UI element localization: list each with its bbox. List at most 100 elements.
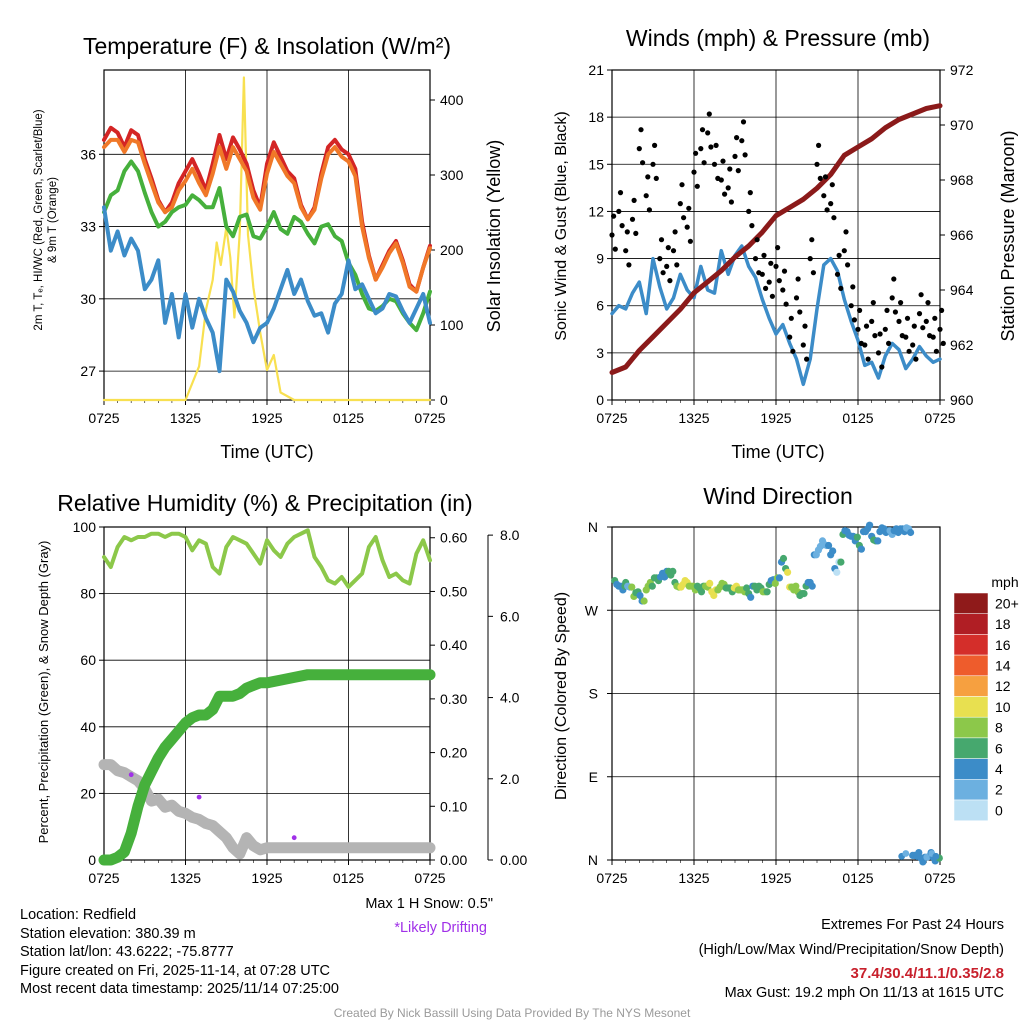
rh-precip-y2tick-label: 0.00 xyxy=(440,852,467,868)
gust-point xyxy=(802,323,808,329)
rh-ytick-label: 20 xyxy=(80,785,96,801)
gust-point xyxy=(679,182,685,188)
gust-point xyxy=(763,285,769,291)
rh-ytick-label: 40 xyxy=(80,719,96,735)
gust-point xyxy=(882,326,888,332)
winds-y2tick-label: 972 xyxy=(950,62,974,78)
snow-axis-label: 8.0 xyxy=(500,527,520,543)
wdir-ytick-label: W xyxy=(585,602,599,618)
gust-point xyxy=(665,245,671,251)
wdir-point xyxy=(874,537,882,545)
legend-label: 4 xyxy=(995,761,1003,777)
wdir-point xyxy=(833,568,841,576)
gust-point xyxy=(643,193,649,199)
rh-ytick-label: 60 xyxy=(80,652,96,668)
winds-ytick-label: 21 xyxy=(588,62,604,78)
winds-xtick-label: 0725 xyxy=(924,410,955,426)
wdir-point xyxy=(636,591,644,600)
temp-xtick-label: 1325 xyxy=(170,410,201,426)
gust-point xyxy=(725,185,731,191)
gust-point xyxy=(616,208,622,214)
gust-point xyxy=(817,175,823,181)
extremes-values: 37.4/30.4/11.1/0.35/2.8 xyxy=(850,965,1004,982)
gust-point xyxy=(732,153,738,159)
gust-point xyxy=(646,207,653,213)
wdir-point xyxy=(932,852,940,860)
wdir-ytick-label: E xyxy=(589,769,598,785)
gust-point xyxy=(828,201,834,207)
temp-y2tick-label: 100 xyxy=(440,317,464,333)
gust-point xyxy=(865,356,871,362)
gust-point xyxy=(759,271,765,277)
rh-xtick-label: 0725 xyxy=(88,870,119,886)
temp-y2tick-label: 0 xyxy=(440,392,448,408)
gust-point xyxy=(916,311,923,317)
gust-point xyxy=(913,356,919,362)
temp-xtick-label: 0725 xyxy=(88,410,119,426)
gust-point xyxy=(810,270,817,276)
gust-point xyxy=(829,182,835,188)
gust-point xyxy=(814,161,820,167)
wdir-point xyxy=(829,547,837,555)
winds-ytick-label: 6 xyxy=(596,298,604,314)
gust-point xyxy=(667,278,673,284)
gust-point xyxy=(773,263,779,269)
winds-ytick-label: 15 xyxy=(588,156,604,172)
wdir-point xyxy=(710,591,718,600)
gust-point xyxy=(855,326,861,332)
gust-point xyxy=(920,325,926,331)
wdir-point xyxy=(907,528,915,537)
wdir-point xyxy=(853,533,861,541)
rh-xtick-label: 0725 xyxy=(414,870,445,886)
gust-point xyxy=(752,256,759,262)
winds-ytick-label: 18 xyxy=(588,109,604,125)
gust-point xyxy=(672,229,678,235)
wdir-ytick-label: N xyxy=(588,852,598,868)
winds-xtick-label: 1325 xyxy=(678,410,709,426)
gust-point xyxy=(623,248,629,254)
winds-xtick-label: 0125 xyxy=(842,410,873,426)
gust-point xyxy=(845,262,851,268)
rh-ytick-label: 80 xyxy=(80,586,96,602)
max-gust-text: Max Gust: 19.2 mph On 11/13 at 1615 UTC xyxy=(724,984,1004,1001)
wdir-xtick-label: 1325 xyxy=(678,870,709,886)
gust-point xyxy=(797,309,803,315)
wdir-ytick-label: N xyxy=(588,519,598,535)
gust-point xyxy=(706,111,712,117)
gust-point xyxy=(862,342,868,348)
gust-point xyxy=(831,215,837,221)
wdir-point xyxy=(697,588,706,596)
gust-point xyxy=(851,317,858,323)
gust-point xyxy=(886,340,892,346)
gust-point xyxy=(722,191,728,197)
gust-point xyxy=(718,177,724,183)
gust-point xyxy=(884,307,890,313)
snow-axis-label: 6.0 xyxy=(500,608,520,624)
gust-point xyxy=(906,348,912,354)
gust-point xyxy=(836,252,842,258)
gust-point xyxy=(896,318,902,324)
rh-xtick-label: 1925 xyxy=(251,870,282,886)
snow-axis-label: 2.0 xyxy=(500,771,520,787)
drift-point xyxy=(128,772,134,778)
legend-label: 12 xyxy=(995,678,1011,694)
gust-point xyxy=(645,174,651,180)
gust-point xyxy=(766,279,772,285)
legend-label: 10 xyxy=(995,699,1011,715)
gust-point xyxy=(617,190,624,196)
wdir-point xyxy=(792,582,800,590)
gust-point xyxy=(857,307,863,313)
winds-y2tick-label: 970 xyxy=(950,117,974,133)
rh-precip-y2tick-label: 0.60 xyxy=(440,530,467,546)
gust-point xyxy=(629,216,636,222)
legend-swatch xyxy=(953,654,989,677)
legend-label: 20+ xyxy=(995,595,1019,611)
temp-ytick-label: 30 xyxy=(80,291,96,307)
temp-xlabel: Time (UTC) xyxy=(220,442,313,462)
gust-point xyxy=(681,215,687,221)
wdir-xtick-label: 0725 xyxy=(596,870,627,886)
gust-point xyxy=(768,260,774,266)
winds-ytick-label: 12 xyxy=(588,203,604,219)
winds-ylabel-right: Station Pressure (Maroon) xyxy=(998,130,1018,341)
gust-point xyxy=(633,230,639,236)
